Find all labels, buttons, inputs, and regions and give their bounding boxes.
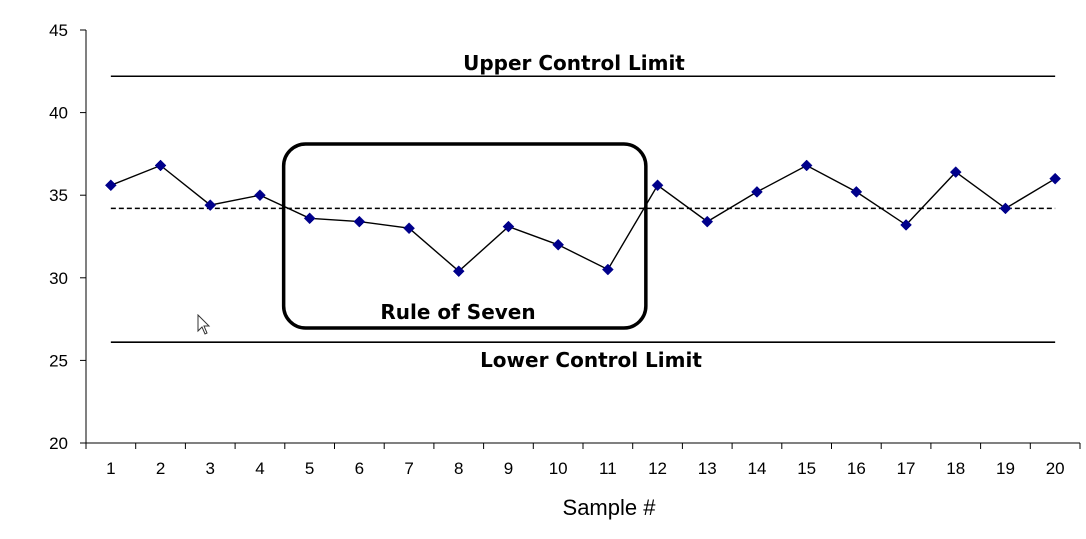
- data-point: [552, 238, 565, 251]
- x-tick-label: 5: [305, 459, 314, 478]
- x-axis-title: Sample #: [563, 495, 657, 520]
- data-point: [900, 219, 912, 231]
- data-point: [502, 220, 515, 233]
- data-point: [303, 212, 316, 225]
- lcl-label: Lower Control Limit: [480, 348, 702, 372]
- x-tick-label: 11: [599, 459, 617, 478]
- chart-series: [104, 159, 1062, 278]
- data-point: [701, 215, 714, 228]
- x-tick-label: 1: [106, 459, 115, 478]
- series-line: [110, 164, 1056, 273]
- data-point: [403, 222, 415, 235]
- x-tick-label: 14: [747, 459, 766, 478]
- x-tick-label: 20: [1046, 459, 1065, 478]
- data-point: [452, 265, 465, 278]
- rule-of-seven-box: [281, 142, 648, 330]
- data-point: [751, 186, 763, 198]
- control-limits: [110, 75, 1056, 344]
- x-tick-label: 6: [355, 459, 364, 478]
- x-tick-label: 13: [698, 459, 717, 478]
- x-tick-label: 19: [996, 459, 1015, 478]
- data-point: [601, 263, 614, 276]
- data-point: [154, 159, 167, 172]
- data-point: [999, 202, 1012, 215]
- x-tick-label: 4: [255, 459, 264, 478]
- y-tick-label: 40: [49, 104, 68, 123]
- data-point: [204, 199, 217, 211]
- y-tick-label: 35: [49, 186, 68, 205]
- x-tick-label: 7: [404, 459, 413, 478]
- x-tick-label: 17: [897, 459, 916, 478]
- x-tick-label: 8: [454, 459, 463, 478]
- x-tick-label: 18: [946, 459, 965, 478]
- ucl-label: Upper Control Limit: [463, 51, 685, 75]
- x-tick-label: 10: [549, 459, 568, 478]
- x-tick-label: 16: [847, 459, 866, 478]
- x-tick-label: 9: [504, 459, 513, 478]
- x-tick-label: 3: [206, 459, 215, 478]
- x-tick-label: 15: [797, 459, 816, 478]
- mouse-pointer-icon: [197, 314, 211, 335]
- data-point: [800, 159, 813, 172]
- y-tick-label: 25: [49, 351, 68, 370]
- chart-annotations: Upper Control Limit Lower Control Limit …: [380, 51, 702, 520]
- y-tick-label: 30: [49, 269, 68, 288]
- data-point: [353, 215, 366, 228]
- x-tick-label: 2: [156, 459, 165, 478]
- data-point: [104, 179, 117, 192]
- y-tick-label: 20: [49, 434, 68, 453]
- data-point: [1049, 172, 1062, 185]
- y-tick-label: 45: [49, 21, 68, 40]
- data-point: [850, 186, 863, 198]
- data-point: [651, 179, 664, 192]
- data-point: [949, 166, 962, 178]
- x-tick-label: 12: [648, 459, 667, 478]
- rule-of-seven-label: Rule of Seven: [380, 300, 535, 324]
- data-point: [254, 189, 266, 202]
